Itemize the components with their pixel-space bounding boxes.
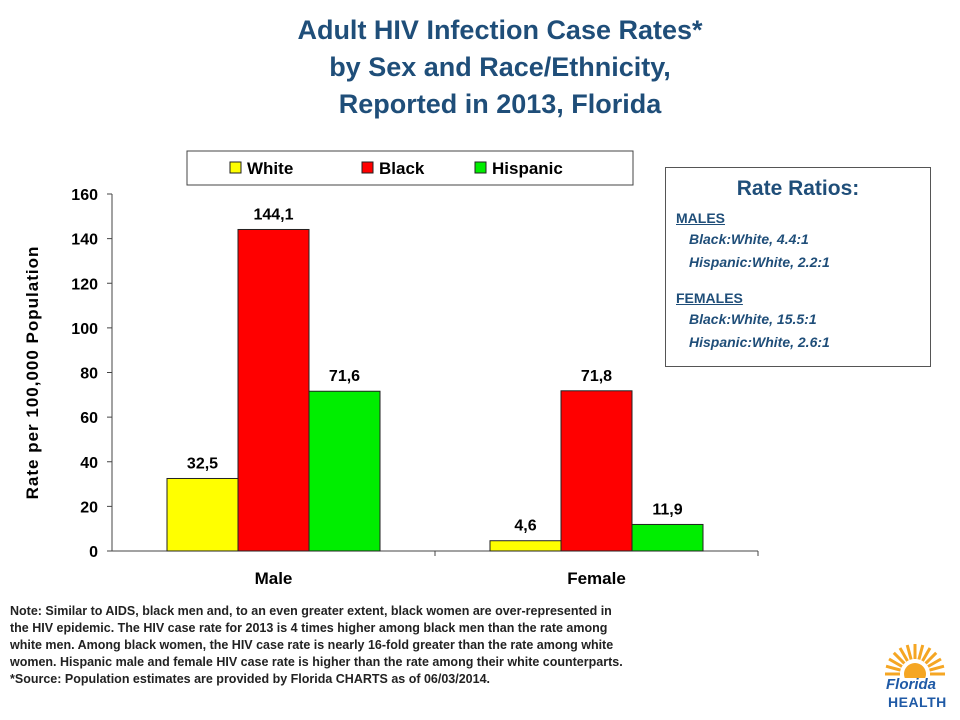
y-tick-label: 60 bbox=[80, 410, 98, 427]
y-tick-label: 160 bbox=[71, 187, 98, 204]
y-tick-label: 100 bbox=[71, 321, 98, 338]
y-tick-label: 80 bbox=[80, 366, 98, 383]
bar-black bbox=[560, 390, 633, 552]
sun-ray bbox=[917, 644, 925, 660]
legend-label: Hispanic bbox=[492, 159, 563, 178]
ratio-line: Black:White, 4.4:1 bbox=[689, 231, 809, 247]
chart-title: Adult HIV Infection Case Rates* by Sex a… bbox=[120, 12, 880, 123]
bar-white bbox=[489, 540, 562, 552]
bar-black bbox=[237, 228, 310, 552]
sun-ray bbox=[921, 647, 932, 662]
sun-ray bbox=[898, 647, 909, 662]
y-tick-label: 20 bbox=[80, 499, 98, 516]
y-tick-label: 40 bbox=[80, 455, 98, 472]
florida-health-logo: Florida HEALTH bbox=[878, 638, 952, 714]
y-tick-label: 0 bbox=[89, 544, 98, 561]
note-line: white men. Among black women, the HIV ca… bbox=[10, 638, 614, 652]
ratio-group-females: FEMALES Black:White, 15.5:1 Hispanic:Whi… bbox=[676, 288, 920, 354]
data-label: 71,6 bbox=[329, 368, 360, 385]
data-label: 11,9 bbox=[652, 501, 682, 518]
sun-ray bbox=[924, 651, 938, 665]
y-axis-label: Rate per 100,000 Population bbox=[23, 246, 42, 500]
ratio-group-males: MALES Black:White, 4.4:1 Hispanic:White,… bbox=[676, 208, 920, 274]
sun-ray bbox=[929, 664, 945, 672]
ratio-line: Hispanic:White, 2.2:1 bbox=[689, 254, 830, 270]
footnote: Note: Similar to AIDS, black men and, to… bbox=[10, 603, 880, 688]
note-line: Note: Similar to AIDS, black men and, to… bbox=[10, 604, 612, 618]
sun-ray bbox=[927, 657, 942, 668]
sun-ray bbox=[885, 664, 901, 672]
title-line-1: Adult HIV Infection Case Rates* bbox=[297, 15, 703, 45]
data-label: 32,5 bbox=[187, 455, 218, 472]
note-line: women. Hispanic male and female HIV case… bbox=[10, 655, 623, 669]
legend-label: White bbox=[247, 159, 293, 178]
sun-ray bbox=[888, 657, 903, 668]
logo-word-health: HEALTH bbox=[888, 694, 947, 710]
rate-ratios-box: Rate Ratios: MALES Black:White, 4.4:1 Hi… bbox=[665, 167, 931, 367]
bar-white bbox=[166, 477, 239, 552]
bar-hispanic bbox=[308, 390, 381, 552]
x-category-label: Male bbox=[255, 569, 293, 588]
data-label: 144,1 bbox=[253, 206, 293, 223]
ratio-line: Hispanic:White, 2.6:1 bbox=[689, 334, 830, 350]
bar-chart: 0 20 40 60 80 100 120 140 160 Rate per 100,000 Po… bbox=[23, 150, 759, 588]
x-category-label: Female bbox=[567, 569, 626, 588]
legend-swatch-white bbox=[229, 161, 242, 174]
logo-word-florida: Florida bbox=[886, 676, 937, 693]
data-label: 71,8 bbox=[581, 368, 612, 385]
sun-ray bbox=[905, 644, 913, 660]
legend-swatch-black bbox=[361, 161, 374, 174]
note-line: *Source: Population estimates are provid… bbox=[10, 672, 491, 686]
y-tick-label: 140 bbox=[71, 232, 98, 249]
legend-box bbox=[186, 150, 634, 186]
ratio-heading-males: MALES bbox=[676, 210, 725, 226]
note-line: the HIV epidemic. The HIV case rate for … bbox=[10, 621, 608, 635]
y-tick-label: 120 bbox=[71, 276, 98, 293]
bar-hispanic bbox=[631, 523, 704, 552]
sun-ray bbox=[892, 651, 906, 665]
data-label: 4,6 bbox=[514, 518, 536, 535]
title-line-3: Reported in 2013, Florida bbox=[338, 89, 662, 119]
sun-icon bbox=[885, 644, 945, 685]
ratio-heading-females: FEMALES bbox=[676, 290, 743, 306]
legend-label: Black bbox=[379, 159, 425, 178]
title-line-2: by Sex and Race/Ethnicity, bbox=[329, 52, 671, 82]
rate-ratios-title: Rate Ratios: bbox=[736, 177, 860, 200]
legend-swatch-hispanic bbox=[474, 161, 487, 174]
ratio-line: Black:White, 15.5:1 bbox=[689, 311, 817, 327]
